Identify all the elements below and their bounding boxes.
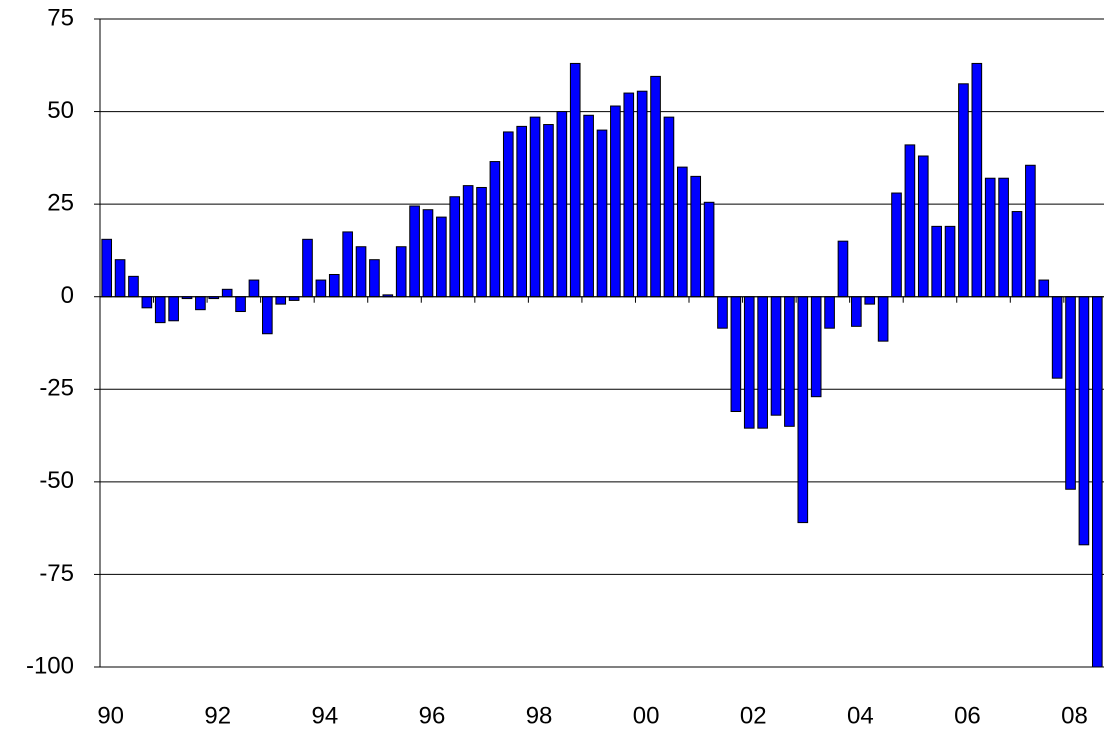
bar [1065, 296, 1076, 490]
bar [355, 246, 367, 298]
bar [502, 131, 514, 298]
bar [596, 129, 608, 298]
bar [730, 296, 742, 413]
bar [650, 75, 661, 298]
bar [877, 296, 889, 342]
bar [556, 111, 568, 298]
y-tick-label: -75 [39, 560, 74, 587]
x-tick-label: 08 [1061, 702, 1088, 729]
x-tick-label: 92 [204, 702, 231, 729]
bar [476, 186, 487, 298]
bar [529, 116, 541, 298]
bar [904, 144, 916, 298]
bar [114, 259, 126, 298]
bar [757, 296, 768, 429]
x-tick-label: 90 [97, 702, 124, 729]
bar [690, 175, 702, 298]
bar [195, 296, 206, 311]
bar [569, 62, 581, 298]
bar [154, 296, 166, 324]
bar [851, 296, 862, 327]
bar [168, 296, 179, 322]
bar [984, 177, 996, 298]
bar [931, 225, 942, 298]
bar [623, 92, 635, 298]
bar [837, 240, 849, 298]
bar [462, 185, 474, 298]
bar [998, 177, 1009, 298]
y-tick-label: -50 [39, 467, 74, 494]
bar [797, 296, 809, 524]
bar [1078, 296, 1090, 546]
bar [328, 273, 340, 298]
bar [1051, 296, 1063, 379]
bar [516, 125, 527, 298]
y-tick-label: 50 [47, 97, 74, 124]
bar [449, 196, 461, 298]
bar [1011, 211, 1023, 298]
bar [543, 124, 554, 298]
bar [409, 205, 420, 298]
bar [958, 83, 969, 298]
bar [677, 166, 688, 298]
bar [717, 296, 728, 329]
bar [824, 296, 835, 329]
x-tick-label: 96 [419, 702, 446, 729]
bar [663, 116, 675, 298]
bar [315, 279, 327, 298]
y-tick-label: 0 [61, 282, 74, 309]
bar [784, 296, 795, 427]
bar [891, 192, 902, 298]
bar [288, 296, 300, 301]
y-tick-label: -100 [26, 652, 74, 679]
x-tick-label: 02 [740, 702, 767, 729]
x-tick-label: 06 [954, 702, 981, 729]
bar [971, 62, 983, 298]
x-tick-label: 04 [847, 702, 874, 729]
bar [1025, 164, 1036, 298]
y-tick-label: 75 [47, 4, 74, 31]
bar [262, 296, 273, 335]
bar [141, 296, 153, 309]
bar [810, 296, 822, 398]
bar [636, 90, 648, 298]
bar [342, 231, 353, 298]
bar [583, 114, 594, 298]
bar [235, 296, 246, 313]
y-tick-label: -25 [39, 375, 74, 402]
x-tick-label: 94 [312, 702, 339, 729]
bar [917, 155, 929, 298]
bar [436, 216, 447, 298]
x-tick-label: 98 [526, 702, 553, 729]
x-tick-label: 00 [633, 702, 660, 729]
bar [248, 279, 260, 298]
bar [610, 105, 621, 298]
bar [944, 225, 956, 298]
bar [1038, 279, 1050, 298]
bar [128, 275, 139, 298]
bar [302, 238, 313, 298]
y-tick-label: 25 [47, 189, 74, 216]
bar [489, 161, 501, 298]
bar [395, 246, 407, 298]
bar [864, 296, 876, 305]
bar [369, 259, 380, 298]
bar [275, 296, 287, 305]
bar [422, 209, 434, 298]
bar [743, 296, 755, 429]
bar [221, 288, 233, 298]
bar [1091, 296, 1103, 668]
bar [703, 201, 715, 298]
bar [101, 238, 113, 298]
bar [770, 296, 782, 416]
